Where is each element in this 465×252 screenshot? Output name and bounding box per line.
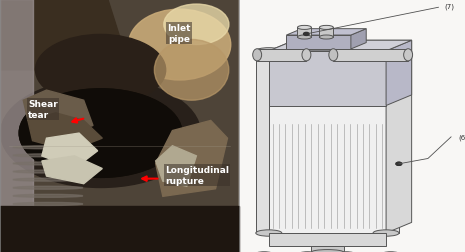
Bar (239, 0, 465, 252)
Bar (0, 0, 239, 252)
Polygon shape (28, 113, 102, 151)
Ellipse shape (13, 170, 83, 173)
Circle shape (304, 33, 309, 36)
Circle shape (396, 163, 402, 166)
Polygon shape (156, 121, 227, 197)
Ellipse shape (128, 10, 231, 81)
Polygon shape (351, 29, 366, 50)
Ellipse shape (373, 230, 399, 236)
Ellipse shape (311, 249, 344, 252)
Bar (0, 207, 239, 252)
Polygon shape (42, 156, 102, 184)
Ellipse shape (256, 48, 282, 55)
Ellipse shape (329, 50, 338, 62)
Bar (269, 233, 386, 246)
Ellipse shape (298, 26, 312, 30)
Ellipse shape (319, 26, 333, 30)
Polygon shape (269, 41, 412, 52)
Ellipse shape (13, 162, 83, 165)
Bar (269, 52, 386, 106)
Bar (333, 50, 408, 62)
Ellipse shape (13, 146, 83, 149)
Polygon shape (156, 146, 196, 186)
Text: Shear
tear: Shear tear (28, 100, 58, 119)
Polygon shape (269, 41, 412, 52)
Text: (6): (6) (458, 134, 465, 141)
Ellipse shape (298, 36, 312, 40)
Polygon shape (42, 134, 98, 169)
Bar (286, 36, 351, 50)
Bar (311, 246, 344, 252)
Polygon shape (386, 41, 412, 233)
Ellipse shape (302, 50, 311, 62)
Bar (319, 28, 333, 38)
Bar (373, 52, 399, 233)
Ellipse shape (404, 50, 412, 62)
Circle shape (0, 79, 200, 188)
Ellipse shape (0, 5, 90, 55)
Polygon shape (286, 29, 366, 36)
Ellipse shape (13, 195, 83, 198)
Bar (0, 0, 33, 252)
Bar (256, 52, 282, 233)
Ellipse shape (13, 154, 83, 157)
Text: (7): (7) (309, 4, 454, 34)
Circle shape (396, 163, 402, 166)
Ellipse shape (154, 40, 229, 101)
Bar (257, 50, 306, 62)
Ellipse shape (252, 50, 262, 62)
Ellipse shape (35, 35, 166, 106)
Bar (0, 0, 239, 252)
Ellipse shape (256, 230, 282, 236)
Circle shape (19, 89, 182, 178)
Polygon shape (386, 41, 412, 106)
Text: Inlet
pipe: Inlet pipe (167, 24, 191, 44)
Ellipse shape (13, 178, 83, 181)
Ellipse shape (13, 203, 83, 206)
Ellipse shape (373, 48, 399, 55)
Ellipse shape (164, 5, 229, 45)
Text: Longitudinal
rupture: Longitudinal rupture (165, 166, 229, 185)
Circle shape (19, 89, 182, 178)
Bar (298, 28, 312, 38)
Bar (269, 52, 386, 233)
Polygon shape (0, 0, 120, 71)
Ellipse shape (319, 36, 333, 40)
Polygon shape (23, 91, 93, 136)
Ellipse shape (13, 186, 83, 190)
